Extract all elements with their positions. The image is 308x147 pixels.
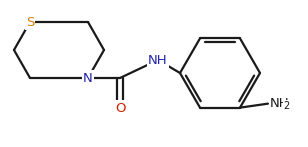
Text: N: N <box>83 71 93 85</box>
Text: 2: 2 <box>283 101 289 111</box>
Text: S: S <box>26 15 34 29</box>
Text: O: O <box>115 101 125 115</box>
Text: NH: NH <box>148 54 168 66</box>
Text: NH: NH <box>270 97 290 110</box>
